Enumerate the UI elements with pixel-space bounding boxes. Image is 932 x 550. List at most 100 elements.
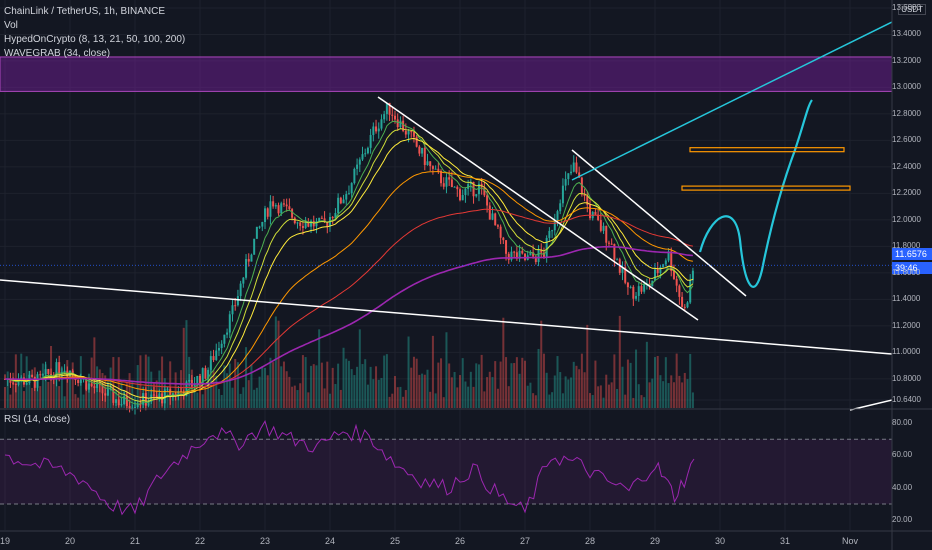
symbol-title: ChainLink / TetherUS, 1h, BINANCE: [4, 6, 166, 17]
volume-bar: [60, 368, 63, 408]
candle-body: [177, 391, 180, 397]
candle-body: [85, 378, 88, 390]
candle-body: [402, 120, 405, 132]
candle-body: [41, 374, 44, 376]
volume-bar: [182, 327, 185, 408]
candle-body: [464, 188, 467, 196]
candle-body: [17, 380, 20, 385]
volume-bar: [434, 393, 437, 408]
volume-bar: [323, 388, 326, 408]
candle-body: [90, 383, 93, 387]
candle-body: [14, 383, 17, 385]
volume-bar: [17, 379, 20, 408]
volume-bar: [212, 370, 215, 408]
volume-bar: [429, 391, 432, 408]
volume-bar: [656, 355, 659, 408]
volume-bar: [158, 370, 161, 408]
volume-bar: [358, 329, 361, 408]
volume-bar: [515, 357, 518, 408]
volume-bar: [502, 317, 505, 408]
volume-bar: [269, 357, 272, 408]
volume-bar: [301, 355, 304, 408]
candle-body: [123, 396, 126, 405]
volume-bar: [450, 377, 453, 408]
volume-bar: [310, 365, 313, 408]
volume-bar: [131, 380, 134, 408]
price-tick-label: 11.6000: [892, 267, 921, 277]
candle-body: [434, 168, 437, 170]
volume-bar: [334, 384, 337, 408]
candle-body: [496, 225, 499, 227]
volume-bar: [467, 386, 470, 408]
volume-bar: [375, 366, 378, 408]
candle-body: [659, 267, 662, 274]
volume-bar: [667, 383, 670, 408]
candle-body: [475, 194, 478, 197]
volume-bar: [31, 387, 34, 408]
candle-body: [188, 379, 191, 382]
candle-body: [264, 208, 266, 223]
candle-body: [144, 393, 147, 406]
volume-bar: [345, 358, 348, 408]
candle-body: [255, 226, 258, 239]
time-tick-label: 30: [714, 536, 726, 546]
volume-bar: [277, 320, 280, 408]
volume-bar: [282, 361, 285, 408]
candle-body: [589, 204, 591, 219]
volume-bar: [664, 357, 667, 408]
candle-body: [166, 389, 169, 391]
volume-bar: [326, 361, 329, 408]
volume-bar: [193, 391, 196, 408]
volume-bar: [610, 382, 613, 408]
time-tick-label: 20: [64, 536, 76, 546]
price-tick-label: 10.8000: [892, 373, 921, 383]
volume-bar: [670, 375, 673, 408]
candle-body: [280, 203, 283, 214]
candle-body: [643, 284, 646, 292]
candle-body: [356, 164, 359, 169]
candle-body: [307, 221, 310, 227]
candle-body: [258, 226, 261, 228]
candle-body: [147, 401, 150, 406]
candle-body: [559, 203, 562, 212]
candle-body: [236, 296, 239, 306]
volume-bar: [418, 374, 421, 408]
candle-body: [472, 181, 475, 197]
volume-bar: [545, 372, 548, 408]
candle-body: [442, 183, 445, 187]
candle-body: [291, 209, 294, 218]
volume-bar: [161, 356, 164, 408]
candle-body: [288, 206, 291, 210]
candle-body: [440, 170, 443, 184]
candle-body: [63, 370, 66, 373]
volume-bar: [589, 393, 591, 408]
volume-bar: [391, 393, 394, 408]
candle-body: [25, 382, 28, 385]
volume-bar: [570, 377, 573, 408]
candle-body: [142, 393, 145, 405]
candle-body: [394, 115, 396, 120]
volume-bar: [540, 320, 543, 408]
volume-bar: [128, 373, 131, 408]
candle-body: [594, 211, 597, 215]
candle-body: [217, 348, 220, 351]
candle-body: [418, 146, 421, 154]
volume-bar: [185, 320, 188, 408]
candle-body: [353, 168, 356, 184]
candle-body: [456, 186, 459, 190]
candle-body: [654, 269, 656, 281]
price-tick-label: 13.0000: [892, 82, 921, 92]
volume-bar: [605, 374, 608, 408]
volume-bar: [453, 372, 456, 408]
volume-bar: [580, 353, 583, 408]
candle-body: [459, 189, 461, 201]
volume-bar: [445, 332, 448, 408]
candle-body: [247, 259, 250, 262]
volume-bar: [553, 375, 556, 408]
price-tick-label: 11.2000: [892, 320, 921, 330]
volume-bar: [204, 383, 207, 408]
volume-bar: [9, 394, 12, 408]
volume-bar: [312, 364, 315, 408]
volume-bar: [529, 382, 532, 408]
